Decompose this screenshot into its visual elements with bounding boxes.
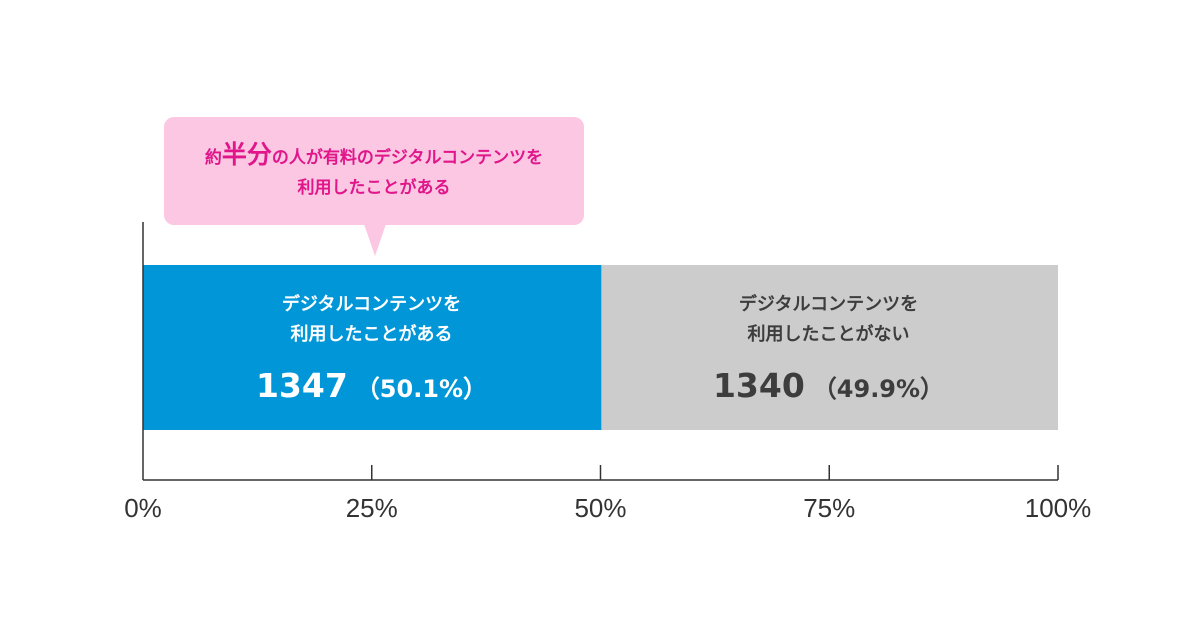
segment-used-percent: （50.1%）: [355, 375, 488, 403]
segment-not-used-label-line2: 利用したことがない: [747, 324, 910, 345]
segment-label-used: デジタルコンテンツを 利用したことがある 1347 （50.1%）: [143, 265, 600, 430]
segment-used-value: 1347 （50.1%）: [256, 366, 487, 405]
callout-bubble: 約半分の人が有料のデジタルコンテンツを 利用したことがある: [164, 117, 584, 225]
callout-subline: 利用したことがある: [297, 177, 451, 198]
x-tick-label-50: 50%: [574, 493, 627, 523]
x-tick-label-75: 75%: [803, 493, 856, 523]
segment-used-label-line2: 利用したことがある: [290, 324, 453, 345]
callout-pointer: [364, 224, 386, 256]
segment-not-used-percent: （49.9%）: [812, 375, 945, 403]
bar-segment-not-used: [601, 265, 1058, 430]
callout-headline: 約半分の人が有料のデジタルコンテンツを: [204, 139, 544, 169]
segment-used-count: 1347: [255, 366, 348, 405]
bar-segment-used: [143, 265, 602, 430]
x-tick-label-100: 100%: [1024, 493, 1092, 523]
segment-not-used-value: 1340 （49.9%）: [713, 366, 944, 405]
segment-not-used-count: 1340: [712, 366, 805, 405]
segment-used-label-line1: デジタルコンテンツを: [281, 294, 462, 315]
x-tick-label-25: 25%: [345, 493, 398, 523]
callout-emphasis: 半分: [221, 139, 272, 169]
segment-label-not-used: デジタルコンテンツを 利用したことがない 1340 （49.9%）: [600, 265, 1057, 430]
x-tick-label-0: 0%: [124, 493, 162, 523]
segment-not-used-label-line1: デジタルコンテンツを: [738, 294, 919, 315]
